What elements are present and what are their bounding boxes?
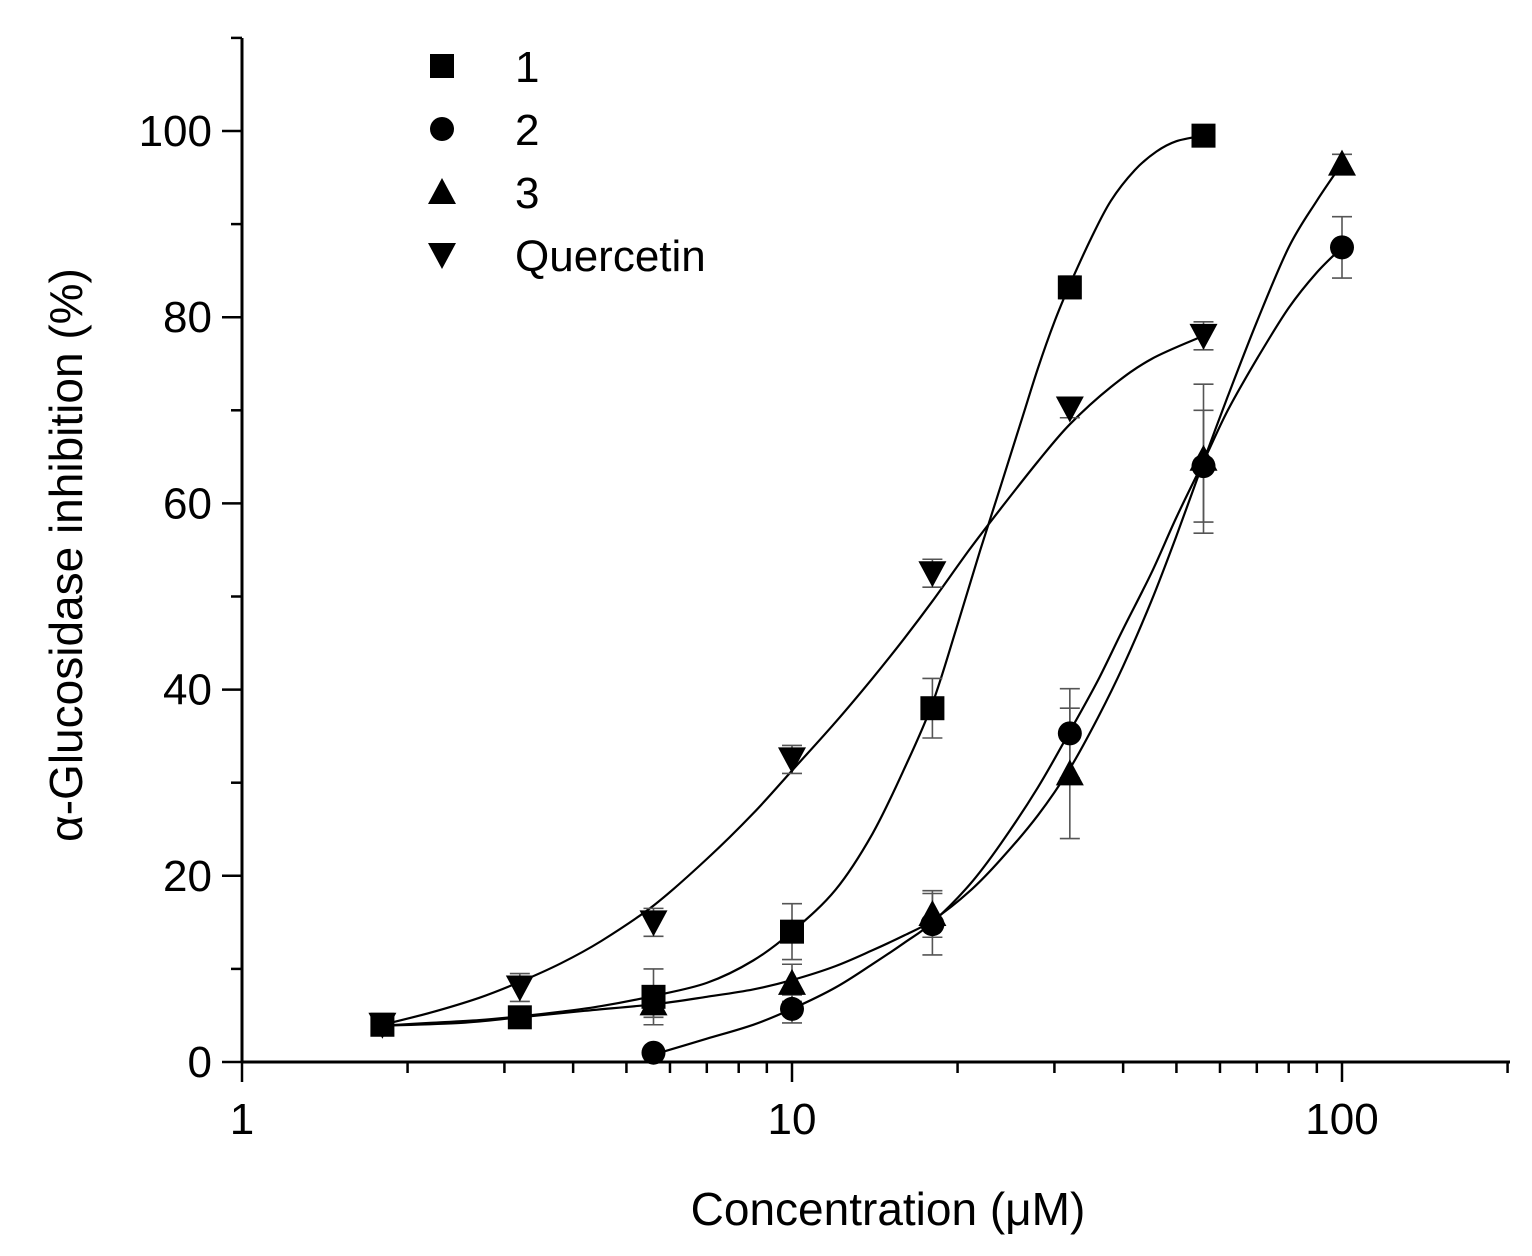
series-1-point bbox=[507, 1005, 532, 1030]
series-quercetin-point bbox=[1055, 396, 1084, 423]
x-ticks: 1 10 100 bbox=[230, 1062, 1509, 1144]
series-quercetin-fit-curve bbox=[382, 334, 1204, 1026]
series-quercetin-point bbox=[778, 747, 806, 774]
series-1-point bbox=[780, 919, 804, 944]
series-3-point bbox=[778, 968, 806, 995]
x-tick-label: 100 bbox=[1305, 1095, 1378, 1144]
y-ticks: 0 20 40 60 80 100 bbox=[139, 36, 242, 1087]
plot-area: 1 10 100 0 20 40 60 80 100 bbox=[139, 36, 1510, 1144]
series-2-point bbox=[780, 996, 804, 1021]
series-3-point bbox=[1328, 149, 1356, 176]
x-tick-label: 10 bbox=[768, 1095, 817, 1144]
series-3-point bbox=[639, 989, 668, 1016]
y-tick-label: 0 bbox=[188, 1038, 212, 1087]
x-axis-title: Concentration (μM) bbox=[691, 1183, 1086, 1235]
y-tick-label: 80 bbox=[163, 293, 212, 342]
y-tick-label: 40 bbox=[163, 666, 212, 715]
series-3-point bbox=[918, 899, 947, 926]
series-3-point bbox=[1189, 444, 1218, 471]
series-2-point bbox=[641, 1040, 666, 1065]
series-2-point bbox=[1330, 235, 1354, 260]
series-quercetin-point bbox=[368, 1012, 397, 1039]
series-2-point bbox=[1057, 721, 1082, 746]
series-quercetin-point bbox=[918, 561, 947, 588]
legend-3-label: 3 bbox=[515, 169, 539, 218]
legend-quercetin-label: Quercetin bbox=[515, 232, 706, 281]
data-markers bbox=[368, 123, 1356, 1065]
legend-quercetin-marker bbox=[428, 243, 456, 269]
series-3-point bbox=[1055, 759, 1084, 786]
series-3-fit-curve bbox=[382, 162, 1343, 1027]
series-quercetin-point bbox=[1189, 323, 1218, 350]
y-tick-label: 100 bbox=[139, 107, 212, 156]
y-axis-title: α-Glucosidase inhibition (%) bbox=[40, 268, 92, 842]
x-tick-label: 1 bbox=[230, 1095, 254, 1144]
legend: 1 2 3 Quercetin bbox=[428, 43, 706, 281]
series-2-fit-curve bbox=[653, 246, 1343, 1056]
series-quercetin-point bbox=[505, 975, 534, 1002]
series-1-point bbox=[1191, 123, 1216, 148]
legend-1-marker bbox=[430, 54, 454, 78]
y-tick-label: 60 bbox=[163, 479, 212, 528]
legend-3-marker bbox=[428, 178, 456, 204]
series-1-point bbox=[1057, 275, 1082, 300]
series-1-point bbox=[920, 696, 945, 721]
y-tick-label: 20 bbox=[163, 852, 212, 901]
legend-2-label: 2 bbox=[515, 106, 539, 155]
legend-1-label: 1 bbox=[515, 43, 539, 92]
series-1-fit-curve bbox=[382, 134, 1204, 1027]
series-quercetin-point bbox=[639, 910, 668, 937]
legend-2-marker bbox=[430, 117, 454, 141]
